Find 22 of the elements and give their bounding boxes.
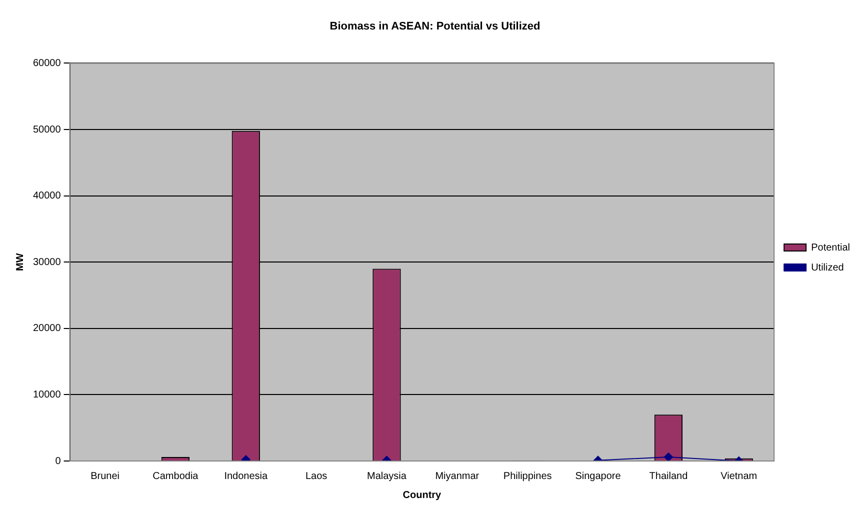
x-tick-label: Brunei bbox=[90, 470, 120, 482]
y-axis-title: MW bbox=[14, 252, 26, 271]
y-tick-label: 10000 bbox=[32, 389, 62, 400]
y-tick-label: 30000 bbox=[32, 256, 62, 268]
x-tick-label: Singapore bbox=[575, 470, 622, 482]
y-tick-label: 50000 bbox=[32, 124, 62, 136]
x-tick-label: Cambodia bbox=[152, 470, 199, 482]
legend-label: Potential bbox=[811, 242, 850, 254]
x-tick-label: Indonesia bbox=[224, 470, 268, 482]
x-tick-label: Vietnam bbox=[720, 470, 758, 482]
x-tick-label: Laos bbox=[305, 470, 328, 482]
y-tick-label: 60000 bbox=[32, 58, 62, 69]
x-tick-label: Thailand bbox=[649, 470, 688, 482]
x-tick-label: Miyanmar bbox=[435, 470, 480, 482]
legend-label: Utilized bbox=[811, 262, 844, 274]
y-tick-label: 0 bbox=[55, 456, 62, 467]
chart-title: Biomass in ASEAN: Potential vs Utilized bbox=[330, 20, 540, 33]
y-tick-label: 40000 bbox=[32, 190, 62, 202]
x-axis-title: Country bbox=[402, 490, 442, 501]
x-tick-label: Malaysia bbox=[367, 470, 407, 482]
y-tick-label: 20000 bbox=[32, 323, 62, 334]
x-tick-label: Philippines bbox=[503, 470, 552, 482]
